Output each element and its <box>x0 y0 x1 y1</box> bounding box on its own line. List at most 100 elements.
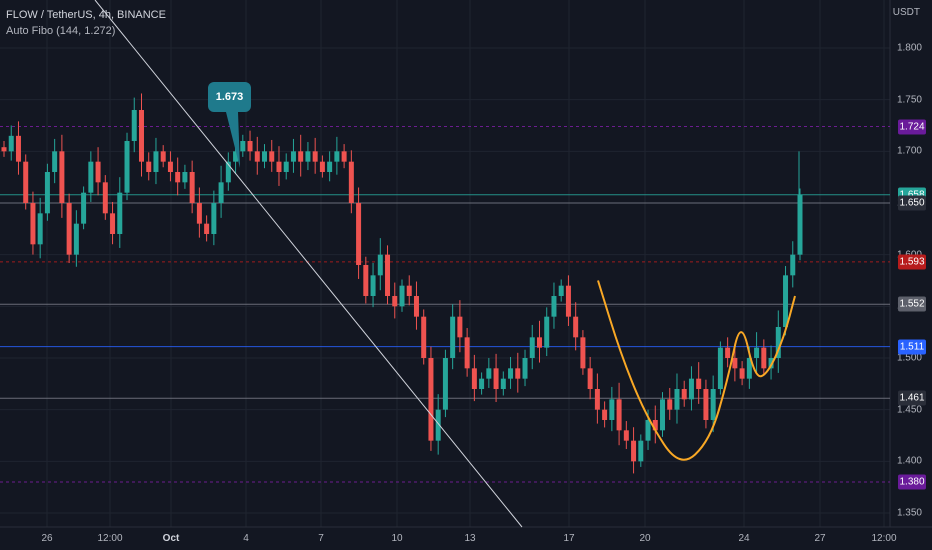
candle[interactable] <box>254 136 260 175</box>
candle[interactable] <box>15 121 21 175</box>
candle[interactable] <box>623 421 629 450</box>
candle[interactable] <box>1 141 7 157</box>
candle[interactable] <box>225 152 231 191</box>
candle[interactable] <box>88 151 94 202</box>
candle[interactable] <box>609 386 615 432</box>
candle[interactable] <box>500 371 506 396</box>
candle[interactable] <box>725 337 731 368</box>
candle[interactable] <box>319 155 325 178</box>
candle[interactable] <box>587 356 593 400</box>
candle[interactable] <box>269 139 275 172</box>
candle[interactable] <box>508 356 514 389</box>
candle[interactable] <box>421 309 427 365</box>
candle[interactable] <box>602 401 608 428</box>
candle[interactable] <box>211 190 217 246</box>
candle[interactable] <box>334 136 340 175</box>
candle[interactable] <box>479 372 485 395</box>
candle[interactable] <box>594 373 600 424</box>
candle[interactable] <box>327 151 333 182</box>
candle[interactable] <box>377 238 383 291</box>
candle[interactable] <box>348 150 354 214</box>
candle[interactable] <box>471 354 477 402</box>
candle[interactable] <box>240 134 246 157</box>
candle[interactable] <box>175 157 181 196</box>
candle[interactable] <box>66 193 72 264</box>
candle[interactable] <box>247 130 253 161</box>
candle[interactable] <box>703 379 709 429</box>
candle[interactable] <box>797 188 803 261</box>
candle[interactable] <box>558 279 564 302</box>
candle[interactable] <box>688 366 694 411</box>
candle[interactable] <box>283 153 289 180</box>
candle[interactable] <box>196 187 202 238</box>
candle[interactable] <box>182 164 188 189</box>
candle[interactable] <box>783 266 789 336</box>
candle[interactable] <box>95 147 101 196</box>
candle[interactable] <box>102 175 108 220</box>
candle[interactable] <box>696 362 702 404</box>
candle[interactable] <box>529 324 535 370</box>
candle[interactable] <box>262 144 268 169</box>
candle[interactable] <box>44 163 50 221</box>
candle[interactable] <box>124 132 130 201</box>
candle[interactable] <box>573 302 579 351</box>
candle[interactable] <box>681 380 687 407</box>
currency-unit[interactable]: USDT <box>892 7 920 18</box>
candle[interactable] <box>428 346 434 451</box>
candle[interactable] <box>775 310 781 373</box>
candle[interactable] <box>660 392 666 437</box>
candle[interactable] <box>8 125 14 161</box>
candle[interactable] <box>23 154 29 210</box>
candle[interactable] <box>413 281 419 330</box>
candle[interactable] <box>717 341 723 395</box>
candle[interactable] <box>493 353 499 403</box>
candle[interactable] <box>385 245 391 305</box>
candle[interactable] <box>515 352 521 393</box>
candle[interactable] <box>363 256 369 304</box>
candle[interactable] <box>580 330 586 375</box>
candle[interactable] <box>167 151 173 182</box>
candle[interactable] <box>312 137 318 174</box>
candle[interactable] <box>739 361 745 386</box>
candle[interactable] <box>754 332 760 372</box>
candle[interactable] <box>298 134 304 177</box>
indicator-legend[interactable]: Auto Fibo (144, 1.272) <box>6 25 116 37</box>
candle[interactable] <box>450 304 456 370</box>
candle[interactable] <box>276 146 282 186</box>
candle[interactable] <box>638 434 644 467</box>
candle[interactable] <box>189 160 195 214</box>
candle[interactable] <box>457 300 463 353</box>
candle[interactable] <box>131 97 137 153</box>
candle[interactable] <box>536 320 542 363</box>
candle[interactable] <box>81 186 87 230</box>
candle[interactable] <box>761 339 767 376</box>
candle[interactable] <box>290 138 296 173</box>
candle[interactable] <box>37 197 43 259</box>
candle[interactable] <box>305 142 311 171</box>
candle[interactable] <box>406 275 412 306</box>
candle[interactable] <box>464 328 470 377</box>
candle[interactable] <box>218 165 224 218</box>
candle[interactable] <box>204 215 210 242</box>
candle[interactable] <box>341 144 347 169</box>
candle[interactable] <box>522 349 528 387</box>
candle[interactable] <box>117 177 123 248</box>
candle[interactable] <box>392 282 398 319</box>
candle[interactable] <box>52 138 58 184</box>
candle[interactable] <box>544 307 550 357</box>
candle[interactable] <box>790 241 796 288</box>
candle[interactable] <box>138 93 144 177</box>
candles[interactable] <box>1 93 803 474</box>
candle[interactable] <box>73 210 79 267</box>
candle[interactable] <box>486 358 492 388</box>
candle[interactable] <box>59 134 65 218</box>
candle[interactable] <box>153 137 159 185</box>
candle[interactable] <box>616 382 622 446</box>
candle[interactable] <box>370 262 376 308</box>
candle[interactable] <box>399 279 405 312</box>
candle[interactable] <box>356 187 362 279</box>
candle[interactable] <box>674 373 680 424</box>
candle[interactable] <box>160 145 166 168</box>
candle[interactable] <box>710 375 716 433</box>
